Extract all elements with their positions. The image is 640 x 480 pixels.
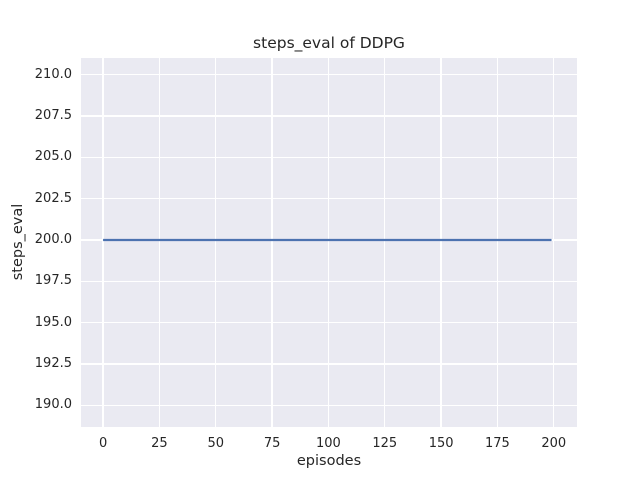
x-gridline [384,58,386,427]
y-tick-label: 200.0 [34,232,72,248]
y-gridline [81,115,577,117]
x-gridline [158,58,161,427]
x-tick-label: 175 [485,436,510,451]
x-tick-label: 100 [316,436,341,451]
x-tick-label: 50 [207,436,225,451]
chart-title: steps_eval of DDPG [253,34,405,52]
x-tick-label: 150 [428,436,454,451]
y-gridline [81,156,577,158]
x-tick-label: 200 [541,436,567,451]
y-gridline [81,363,577,365]
x-gridline [327,58,330,427]
y-tick-label: 195.0 [34,314,72,330]
y-gridline [81,280,577,283]
y-gridline [81,198,577,200]
y-gridline [81,404,577,407]
y-gridline [81,73,577,76]
x-tick-label: 0 [98,436,108,451]
x-gridline [553,58,555,427]
x-tick-label: 75 [263,436,281,451]
y-tick-label: 197.5 [34,273,72,289]
y-tick-label: 192.5 [34,356,72,372]
y-tick-label: 205.0 [34,149,72,165]
x-tick-label: 125 [372,436,398,451]
x-gridline [215,58,217,427]
x-gridline [102,58,104,427]
x-axis-label: episodes [296,453,362,469]
x-gridline [271,58,273,427]
plot-area [81,58,577,427]
x-gridline [496,58,499,427]
x-gridline [440,58,442,427]
series-line-ddpg [103,238,552,242]
y-gridline [81,322,577,324]
y-tick-label: 210.0 [34,66,72,82]
y-tick-label: 202.5 [34,190,72,206]
y-tick-label: 207.5 [34,107,72,123]
y-tick-label: 190.0 [34,397,72,413]
x-tick-label: 25 [151,436,168,451]
